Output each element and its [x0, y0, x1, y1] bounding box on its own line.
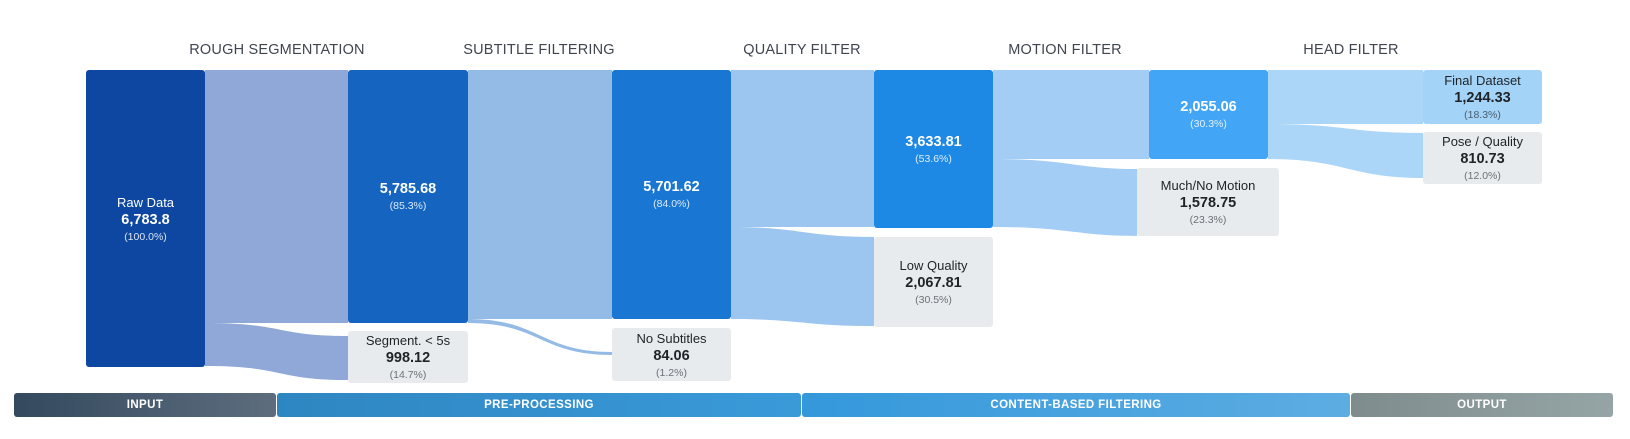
- node-percent: (1.2%): [656, 366, 687, 379]
- node-label: Much/No Motion: [1160, 178, 1256, 193]
- phase-output: OUTPUT: [1351, 393, 1613, 417]
- link-subtitle-to-quality: [731, 70, 874, 227]
- node-percent: (30.3%): [1190, 118, 1227, 130]
- node-final-dataset: Final Dataset 1,244.33 (18.3%): [1423, 70, 1542, 124]
- node-rough-segmentation: 5,785.68 (85.3%): [348, 70, 468, 323]
- link-motion-to-pose: [1268, 124, 1423, 178]
- node-percent: (30.5%): [915, 294, 952, 306]
- link-rough-to-no-subtitles: [468, 319, 612, 355]
- node-value: 5,785.68: [379, 181, 437, 197]
- stage-title-head-filter: HEAD FILTER: [1303, 42, 1399, 58]
- node-low-quality: Low Quality 2,067.81 (30.5%): [874, 237, 993, 327]
- link-motion-to-final: [1268, 70, 1423, 124]
- node-label: Raw Data: [116, 194, 175, 210]
- node-percent: (85.3%): [389, 200, 427, 212]
- node-percent: (14.7%): [389, 369, 427, 381]
- link-subtitle-to-low-quality: [731, 227, 874, 326]
- node-quality-filter: 3,633.81 (53.6%): [874, 70, 993, 228]
- node-value: 1,244.33: [1454, 90, 1511, 106]
- node-percent: (100.0%): [124, 230, 167, 243]
- link-raw-to-segment-drop: [205, 323, 348, 380]
- phase-input: INPUT: [14, 393, 276, 417]
- node-value: 84.06: [653, 347, 690, 364]
- node-motion-filter: 2,055.06 (30.3%): [1149, 70, 1268, 159]
- node-no-subtitles: No Subtitles 84.06 (1.2%): [612, 328, 731, 381]
- node-label: No Subtitles: [636, 330, 707, 346]
- node-value: 3,633.81: [905, 133, 962, 150]
- node-value: 2,067.81: [905, 275, 962, 291]
- phase-pre-processing: PRE-PROCESSING: [277, 393, 801, 417]
- node-segment-drop: Segment. < 5s 998.12 (14.7%): [348, 331, 468, 383]
- node-percent: (84.0%): [653, 198, 690, 210]
- node-label: Final Dataset: [1444, 73, 1521, 88]
- stage-title-quality-filter: QUALITY FILTER: [743, 42, 861, 58]
- link-quality-to-motion: [993, 70, 1149, 159]
- node-much-no-motion: Much/No Motion 1,578.75 (23.3%): [1137, 168, 1279, 236]
- node-percent: (23.3%): [1189, 214, 1227, 226]
- node-value: 998.12: [385, 350, 431, 366]
- link-rough-to-subtitle: [468, 70, 612, 319]
- node-subtitle-filtering: 5,701.62 (84.0%): [612, 70, 731, 319]
- node-value: 2,055.06: [1180, 99, 1237, 115]
- stage-title-motion-filter: MOTION FILTER: [1008, 42, 1122, 58]
- node-percent: (18.3%): [1464, 109, 1501, 121]
- node-percent: (53.6%): [915, 152, 952, 165]
- stage-title-rough-segmentation: ROUGH SEGMENTATION: [189, 42, 365, 58]
- node-value: 1,578.75: [1179, 195, 1237, 211]
- node-pose-quality: Pose / Quality 810.73 (12.0%): [1423, 132, 1542, 184]
- node-value: 810.73: [1460, 151, 1505, 167]
- node-value: 5,701.62: [643, 179, 700, 195]
- node-label: Low Quality: [899, 258, 968, 273]
- link-raw-to-rough: [205, 70, 348, 323]
- node-raw-data: Raw Data 6,783.8 (100.0%): [86, 70, 205, 367]
- node-label: Pose / Quality: [1442, 134, 1523, 149]
- node-value: 6,783.8: [121, 211, 170, 228]
- node-percent: (12.0%): [1464, 170, 1501, 182]
- node-label: Segment. < 5s: [365, 333, 451, 348]
- link-quality-to-much-motion: [993, 159, 1137, 236]
- stage-title-subtitle-filtering: SUBTITLE FILTERING: [463, 42, 615, 58]
- phase-content-based-filtering: CONTENT-BASED FILTERING: [802, 393, 1350, 417]
